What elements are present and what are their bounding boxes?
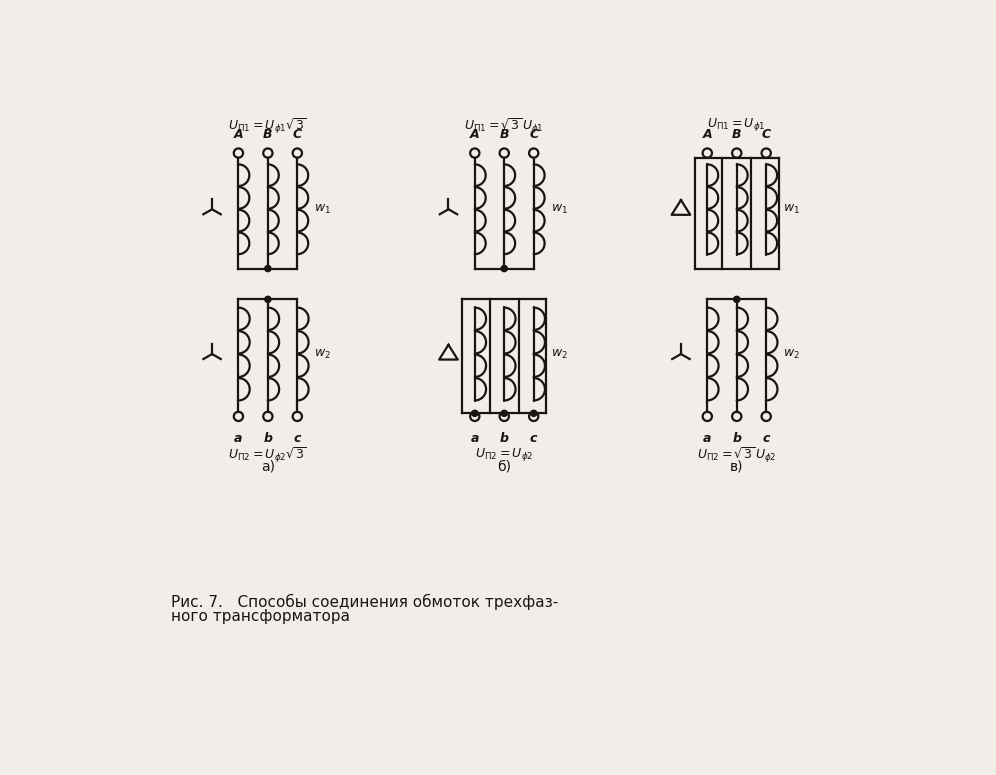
- Text: b: b: [500, 432, 509, 445]
- Text: a: a: [471, 432, 479, 445]
- Text: $w_2$: $w_2$: [783, 347, 800, 360]
- Text: $w_1$: $w_1$: [551, 203, 568, 215]
- Text: $U_{\mathit{\Pi}1} = \sqrt{3}\,U_{\phi 1}$: $U_{\mathit{\Pi}1} = \sqrt{3}\,U_{\phi 1…: [464, 116, 544, 136]
- Text: C: C: [293, 128, 302, 141]
- Text: в): в): [730, 460, 743, 474]
- Text: $w_2$: $w_2$: [315, 347, 332, 360]
- Text: A: A: [470, 128, 480, 141]
- Text: c: c: [294, 432, 301, 445]
- Text: $w_1$: $w_1$: [315, 203, 332, 215]
- Text: a: a: [703, 432, 711, 445]
- Circle shape: [265, 296, 271, 302]
- Text: c: c: [763, 432, 770, 445]
- Text: b: b: [732, 432, 741, 445]
- Text: $U_{\mathit{\Pi}1} = U_{\phi 1}\sqrt{3}$: $U_{\mathit{\Pi}1} = U_{\phi 1}\sqrt{3}$: [228, 116, 308, 136]
- Text: C: C: [529, 128, 538, 141]
- Text: a: a: [234, 432, 243, 445]
- Circle shape: [265, 266, 271, 272]
- Text: C: C: [762, 128, 771, 141]
- Circle shape: [501, 410, 507, 416]
- Text: b: b: [263, 432, 272, 445]
- Circle shape: [501, 266, 507, 272]
- Text: а): а): [261, 460, 275, 474]
- Circle shape: [472, 410, 478, 416]
- Text: $U_{\mathit{\Pi}1} = U_{\phi 1}$: $U_{\mathit{\Pi}1} = U_{\phi 1}$: [707, 116, 766, 133]
- Text: ного трансформатора: ного трансформатора: [171, 609, 350, 624]
- Text: Рис. 7.   Способы соединения обмоток трехфаз-: Рис. 7. Способы соединения обмоток трехф…: [171, 594, 558, 610]
- Text: c: c: [530, 432, 538, 445]
- Text: A: A: [234, 128, 243, 141]
- Text: $w_1$: $w_1$: [783, 203, 800, 215]
- Text: $w_2$: $w_2$: [551, 347, 568, 360]
- Text: $U_{\mathit{\Pi}2} = U_{\phi 2}\sqrt{3}$: $U_{\mathit{\Pi}2} = U_{\phi 2}\sqrt{3}$: [228, 446, 308, 466]
- Circle shape: [734, 296, 740, 302]
- Text: $U_{\mathit{\Pi}2} = \sqrt{3}\,U_{\phi 2}$: $U_{\mathit{\Pi}2} = \sqrt{3}\,U_{\phi 2…: [697, 446, 777, 466]
- Text: A: A: [702, 128, 712, 141]
- Circle shape: [531, 410, 537, 416]
- Text: B: B: [732, 128, 741, 141]
- Text: $U_{\mathit{\Pi}2} = U_{\phi 2}$: $U_{\mathit{\Pi}2} = U_{\phi 2}$: [475, 446, 534, 463]
- Text: б): б): [497, 460, 511, 474]
- Text: B: B: [500, 128, 509, 141]
- Text: B: B: [263, 128, 273, 141]
